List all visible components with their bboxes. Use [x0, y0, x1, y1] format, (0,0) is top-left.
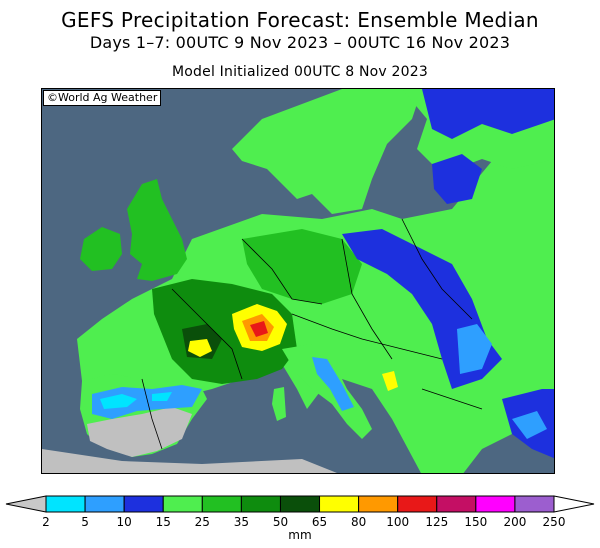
colorbar-bin	[201, 495, 242, 513]
colorbar-bin	[436, 495, 477, 513]
colorbar-tick-label: 25	[195, 515, 210, 529]
colorbar-under-arrow	[5, 495, 47, 513]
colorbar-bin	[475, 495, 516, 513]
ireland	[80, 227, 122, 271]
sardinia	[272, 387, 286, 421]
colorbar-tick-label: 65	[312, 515, 327, 529]
colorbar-tick-label: 250	[543, 515, 566, 529]
country-borders	[141, 218, 483, 450]
north-africa	[42, 449, 337, 473]
scandinavia	[232, 89, 422, 214]
colorbar-bin	[358, 495, 399, 513]
colorbar-tick-label: 125	[425, 515, 448, 529]
colorbar-tick-label: 15	[156, 515, 171, 529]
east-europe-10	[457, 324, 492, 374]
colorbar-tick-label: 5	[81, 515, 89, 529]
map-layer	[42, 89, 554, 473]
baltic-15	[422, 89, 554, 139]
colorbar-tick-label: 50	[273, 515, 288, 529]
colorbar-tick-label: 35	[234, 515, 249, 529]
map-title: GEFS Precipitation Forecast: Ensemble Me…	[61, 8, 539, 32]
colorbar-bin	[240, 495, 281, 513]
colorbar-bin	[84, 495, 125, 513]
central-europe	[242, 229, 362, 304]
colorbar-tick-label: 100	[386, 515, 409, 529]
colorbar-unit: mm	[288, 528, 312, 542]
colorbar-bin	[162, 495, 203, 513]
turkey-core	[512, 411, 547, 439]
precipitation-map: ©World Ag Weather	[41, 88, 555, 474]
balkans-80	[382, 371, 398, 391]
italy-wet	[312, 357, 354, 411]
colorbar-bin	[279, 495, 321, 513]
great-britain	[127, 179, 187, 281]
colorbar-tick-label: 2	[42, 515, 50, 529]
iberia-wet-core	[100, 392, 172, 409]
colorbar-bin	[397, 495, 438, 513]
italy	[282, 344, 372, 439]
colorbar-over-arrow	[553, 495, 595, 513]
map-credit: ©World Ag Weather	[43, 90, 162, 106]
massif-central-80	[188, 339, 212, 357]
colorbar-bin	[514, 495, 555, 513]
colorbar-tick-label: 150	[464, 515, 487, 529]
colorbar-tick-label: 200	[503, 515, 526, 529]
colorbar-tick-label: 10	[117, 515, 132, 529]
model-init-time: Model Initialized 00UTC 8 Nov 2023	[172, 64, 428, 80]
colorbar-bin	[319, 495, 360, 513]
alps-125	[250, 321, 268, 337]
colorbar-bin	[123, 495, 164, 513]
russia-15	[432, 154, 482, 204]
colorbar: 2 5 10 15 25 35 50 65 80 100 125 150 200 250	[5, 495, 595, 529]
forecast-period: Days 1–7: 00UTC 9 Nov 2023 – 00UTC 16 No…	[89, 33, 511, 52]
iberia-dry	[87, 407, 192, 457]
iberia-wet	[92, 385, 202, 419]
colorbar-tick-label: 80	[351, 515, 366, 529]
colorbar-bin	[45, 495, 86, 513]
